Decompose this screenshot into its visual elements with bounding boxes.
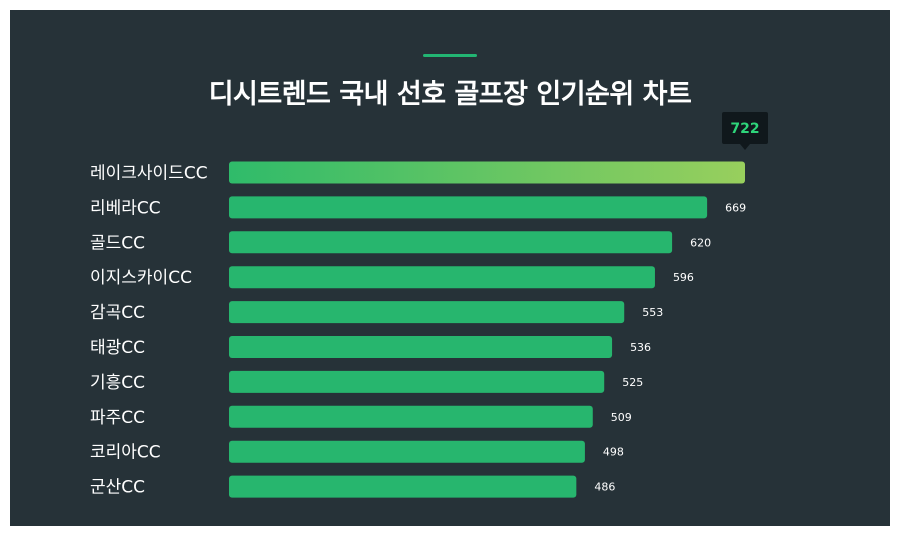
value-label: 722 xyxy=(730,121,759,137)
bar-chart: 레이크사이드CC 722 리베라CC 669 골드CC 620 이지스카이CC 596 감곡CC… xyxy=(90,112,768,498)
bar xyxy=(229,266,655,289)
bar xyxy=(229,370,605,393)
category-label: 레이크사이드CC xyxy=(90,164,208,184)
value-label: 486 xyxy=(594,481,615,494)
category-label: 파주CC xyxy=(90,408,145,428)
value-label: 509 xyxy=(611,411,632,424)
bar xyxy=(229,440,585,463)
top-bar xyxy=(229,161,745,184)
chart-title: 디시트렌드 국내 선호 골프장 인기순위 차트 xyxy=(208,79,692,110)
bar xyxy=(229,336,613,358)
category-label: 군산CC xyxy=(90,478,145,498)
category-label: 기흥CC xyxy=(90,373,145,393)
category-label: 이지스카이CC xyxy=(90,268,192,288)
value-label: 525 xyxy=(622,376,643,389)
value-label: 536 xyxy=(630,341,651,354)
value-label: 620 xyxy=(690,236,711,249)
bar xyxy=(229,301,625,324)
category-label: 태광CC xyxy=(90,338,145,358)
bar xyxy=(229,196,708,219)
bar xyxy=(229,231,673,254)
value-label: 553 xyxy=(642,306,663,319)
title-accent-line xyxy=(423,54,477,57)
chart-panel: 디시트렌드 국내 선호 골프장 인기순위 차트 레이크사이드CC 722 리베라CC… xyxy=(10,10,890,526)
value-label: 596 xyxy=(673,271,694,284)
value-label: 498 xyxy=(603,446,624,459)
bar xyxy=(229,405,593,428)
value-label: 669 xyxy=(725,201,746,214)
value-callout xyxy=(722,112,768,144)
category-label: 골드CC xyxy=(90,233,145,253)
category-label: 감곡CC xyxy=(90,303,145,323)
callout-pointer xyxy=(740,144,750,150)
category-label: 리베라CC xyxy=(90,198,161,218)
category-label: 코리아CC xyxy=(90,443,161,463)
bar xyxy=(229,475,577,498)
